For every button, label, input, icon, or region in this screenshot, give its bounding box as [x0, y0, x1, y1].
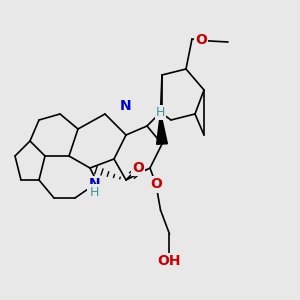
Text: H: H [90, 185, 99, 199]
Text: N: N [120, 100, 132, 113]
Text: H: H [156, 106, 165, 119]
Text: OH: OH [158, 254, 181, 268]
Text: N: N [89, 178, 100, 191]
Polygon shape [157, 112, 167, 144]
Text: O: O [132, 161, 144, 175]
Text: O: O [195, 34, 207, 47]
Text: O: O [150, 178, 162, 191]
